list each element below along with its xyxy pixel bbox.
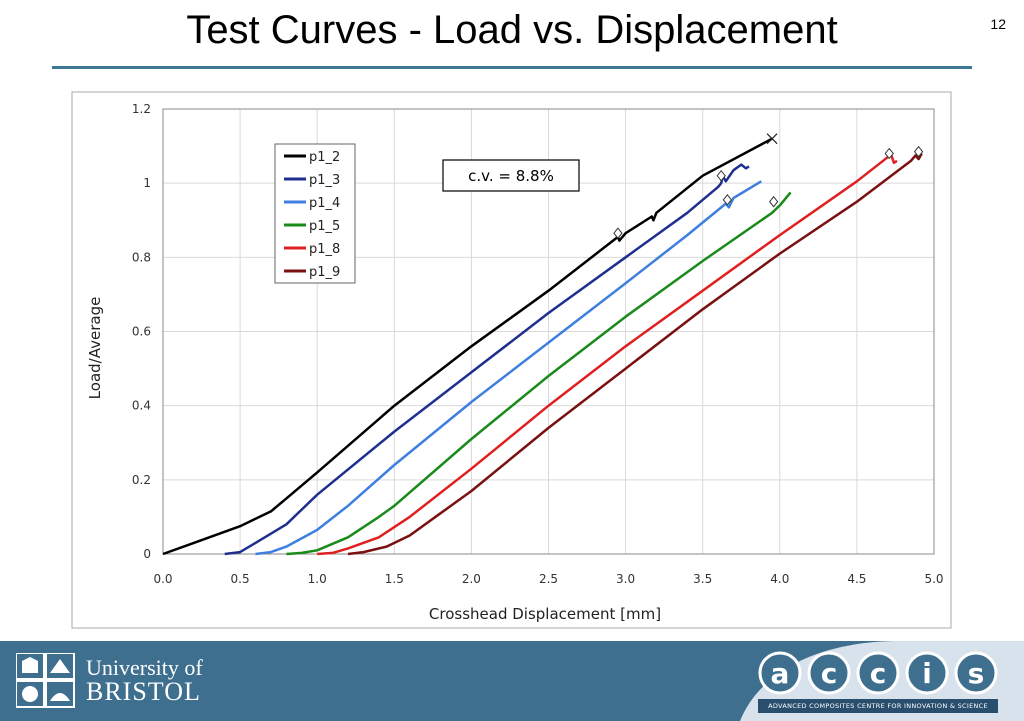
title-divider <box>52 66 972 69</box>
y-tick-label: 0.6 <box>132 325 151 339</box>
x-tick-label: 5.0 <box>924 572 943 586</box>
series-line-p1_4 <box>255 180 762 556</box>
y-tick-label: 0.4 <box>132 399 151 413</box>
x-axis-label: Crosshead Displacement [mm] <box>429 605 661 623</box>
legend-label: p1_3 <box>309 173 340 188</box>
accis-letter: s <box>968 657 985 690</box>
x-tick-label: 1.5 <box>385 572 404 586</box>
accis-letter-circle <box>954 651 998 695</box>
cv-annotation: c.v. = 8.8% <box>442 159 580 192</box>
x-tick-label: 2.0 <box>462 572 481 586</box>
accis-letter-circle <box>856 651 900 695</box>
accis-tagline: ADVANCED COMPOSITES CENTRE FOR INNOVATIO… <box>758 699 998 713</box>
y-axis-label: Load/Average <box>86 297 104 400</box>
cv-annotation-box <box>442 159 580 192</box>
series-line-p1_5 <box>286 191 792 556</box>
failure-marker <box>766 133 778 145</box>
legend-label: p1_9 <box>309 265 340 280</box>
x-tick-label: 4.0 <box>770 572 789 586</box>
university-line2: BRISTOL <box>86 677 201 706</box>
university-line1: University of <box>86 655 203 680</box>
x-tick-label: 0.0 <box>153 572 172 586</box>
accis-letter: i <box>922 657 932 690</box>
failure-marker <box>716 169 726 182</box>
failure-marker <box>768 195 779 208</box>
chart: 0.0 0.5 1.0 1.5 2.0 2.5 3.0 3.5 4.0 4.5 5.0 0 0.2 0.4… <box>71 91 952 629</box>
x-tick-label: 4.5 <box>847 572 866 586</box>
x-tick-label: 3.0 <box>616 572 635 586</box>
accis-letter: a <box>771 657 790 690</box>
failure-marker <box>613 227 623 240</box>
y-tick-label: 1 <box>143 176 151 190</box>
marker-layer <box>613 133 924 240</box>
failure-marker <box>884 147 894 160</box>
failure-marker <box>722 194 733 206</box>
accis-letter-circle <box>807 651 851 695</box>
y-tick-label: 0 <box>143 547 151 561</box>
x-tick-label: 3.5 <box>693 572 712 586</box>
series-line-p1_9 <box>347 152 923 556</box>
legend-label: p1_8 <box>309 242 340 257</box>
x-tick-label: 1.0 <box>308 572 327 586</box>
slide-title: Test Curves - Load vs. Displacement <box>186 8 838 52</box>
cv-annotation-text: c.v. = 8.8% <box>468 167 554 185</box>
university-logo-text: University of BRISTOL <box>86 657 203 705</box>
series-line-p1_3 <box>224 163 750 556</box>
slide-number: 12 <box>990 16 1006 32</box>
accis-letter-circle <box>758 651 802 695</box>
series-line-p1_2 <box>162 137 773 556</box>
y-tick-label: 0.8 <box>132 250 151 264</box>
accis-letter: c <box>821 657 838 690</box>
failure-marker <box>913 145 924 158</box>
legend-label: p1_5 <box>309 219 340 234</box>
legend: p1_2 p1_3 p1_4 p1_5 p1_8 p1_9 <box>274 143 356 284</box>
y-tick-label: 1.2 <box>132 102 151 116</box>
accis-letter-circle <box>905 651 949 695</box>
legend-box <box>274 143 356 284</box>
legend-label: p1_2 <box>309 150 340 165</box>
plot-area <box>162 108 935 555</box>
y-tick-label: 0.2 <box>132 473 151 487</box>
university-crest-icon <box>16 653 75 708</box>
accis-letter: c <box>870 657 887 690</box>
tick-layer: 0.0 0.5 1.0 1.5 2.0 2.5 3.0 3.5 4.0 4.5 5.0 0 0.2 0.4… <box>132 102 944 586</box>
x-tick-label: 0.5 <box>231 572 250 586</box>
legend-label: p1_4 <box>309 196 340 211</box>
x-tick-label: 2.5 <box>539 572 558 586</box>
